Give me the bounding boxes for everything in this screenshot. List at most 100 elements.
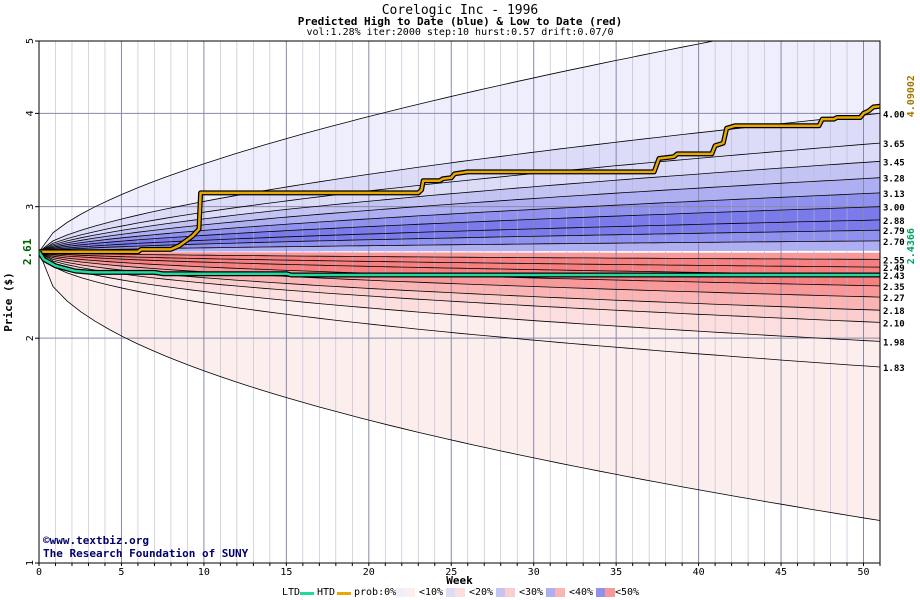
band-line-upper-5 [39,192,880,253]
credit-url-text: www.textbiz.org [49,534,149,547]
band-end-label-0: 4.00 [883,110,905,120]
blue-band-4 [39,177,880,252]
legend-box-40-red [605,588,615,597]
x-tick-label-35: 35 [610,567,622,578]
blue-band-1 [39,113,880,252]
red-band-6 [39,251,880,323]
band-line-upper-2 [39,142,880,253]
red-band-0 [39,251,880,260]
red-band-7 [39,251,880,342]
x-tick-label-15: 15 [280,567,292,578]
band-line-upper-3 [39,160,880,253]
band-end-label-10: 2.49 [883,264,905,274]
y-axis-label: Price ($) [2,272,15,332]
legend-ltd-swatch [300,592,314,595]
chart-params: vol:1.28% iter:2000 step:10 hurst:0.57 d… [306,27,614,38]
legend-20-label: <20% [469,587,494,598]
y-tick-label-5: 5 [25,38,36,44]
band-line-lower-7 [39,251,880,342]
axes [35,40,881,566]
band-end-label-4: 3.13 [883,190,905,200]
x-tick-label-25: 25 [445,567,457,578]
final-ltd-label: 2.4366 [906,228,917,264]
y-tick-label-4: 4 [25,110,36,116]
legend-prob-label: prob:0% [354,587,397,598]
band-line-upper-4 [39,177,880,253]
legend-ltd-label: LTD [282,587,301,598]
x-tick-label-50: 50 [857,567,869,578]
blue-band-3 [39,161,880,252]
legend-50-label: <50% [615,587,640,598]
start-price-label: 2.61 [21,238,34,265]
credit-org: The Research Foundation of SUNY [43,547,249,560]
legend-10-label: <10% [419,587,444,598]
band-line-lower-0 [39,251,880,260]
band-end-label-2: 3.45 [883,158,905,168]
legend-box-0-blue [396,588,406,597]
legend-box-20-red [505,588,515,597]
band-end-label-15: 2.10 [883,319,905,329]
x-tick-label-10: 10 [198,567,210,578]
legend-box-10-blue [446,588,456,597]
blue-band-8 [39,230,880,252]
band-line-lower-9 [39,251,880,521]
copyright-icon: © [43,534,50,547]
band-end-label-11: 2.43 [883,272,905,282]
x-tick-label-45: 45 [775,567,787,578]
chart-subtitle: Predicted High to Date (blue) & Low to D… [297,15,623,28]
band-line-lower-8 [39,251,880,368]
legend-40-label: <40% [569,587,594,598]
band-end-label-8: 2.70 [883,238,905,248]
band-line-lower-4 [39,251,880,298]
plot-frame [38,40,881,564]
value-labels: 2.61 4.00 3.65 3.45 3.28 3.13 3.00 2.882.792.70… [21,75,917,374]
band-end-label-7: 2.79 [883,227,905,237]
y-tick-label-3: 3 [25,204,36,210]
ltd-line [39,251,880,277]
band-end-label-1: 3.65 [883,140,905,150]
band-end-label-17: 1.83 [883,364,905,374]
legend-box-0-red [405,588,415,597]
credit-url: ©www.textbiz.org [43,534,149,547]
band-end-label-5: 3.00 [883,204,905,214]
band-end-label-6: 2.88 [883,217,905,227]
legend-box-20-blue [496,588,506,597]
band-end-label-9: 2.55 [883,256,905,266]
red-band-4 [39,251,880,298]
blue-band-6 [39,206,880,252]
x-tick-label-0: 0 [36,567,42,578]
band-end-label-13: 2.27 [883,294,905,304]
final-htd-label: 4.09002 [906,75,917,117]
band-boundaries [39,41,880,521]
gridlines [39,40,880,564]
legend-htd-swatch [337,592,351,595]
band-line-upper-0 [39,41,716,253]
blue-band-2 [39,143,880,252]
x-axis-label: Week [446,574,473,587]
band-end-label-16: 1.98 [883,338,905,348]
band-line-upper-7 [39,219,880,253]
band-end-label-3: 3.28 [883,175,905,185]
htd-line [39,104,880,254]
red-band-5 [39,251,880,311]
red-band-2 [39,251,880,275]
y-tick-label-1: 1 [25,560,36,566]
legend-htd-label: HTD [317,587,336,598]
y-tick-label-2: 2 [25,335,36,341]
blue-band-9 [39,240,880,252]
chart-title: Corelogic Inc - 1996 [381,3,539,18]
series-lines [39,103,880,278]
legend-box-30-blue [546,588,556,597]
blue-band-0 [39,41,880,252]
x-tick-label-5: 5 [118,567,124,578]
band-line-lower-1 [39,251,880,268]
band-end-label-12: 2.35 [883,283,905,293]
x-tick-label-20: 20 [363,567,375,578]
band-line-upper-6 [39,206,880,253]
legend-box-10-red [455,588,465,597]
x-tick-label-30: 30 [528,567,540,578]
red-band-9 [39,251,880,521]
legend: LTD HTD prob:0% <10% <20% <30% <40% <50% [0,586,920,600]
